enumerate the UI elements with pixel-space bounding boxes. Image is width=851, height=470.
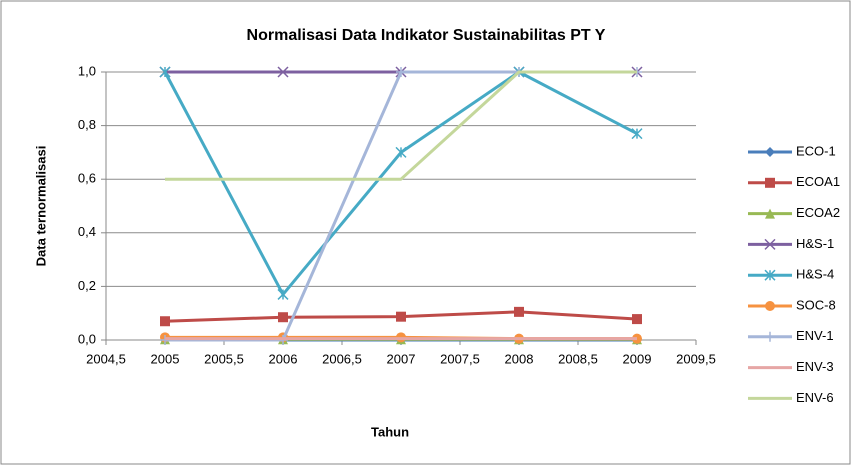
y-tick-label: 1,0 bbox=[78, 63, 96, 78]
data-point bbox=[159, 66, 171, 78]
legend-label: SOC-8 bbox=[796, 297, 836, 312]
legend-label: H&S-1 bbox=[796, 236, 834, 251]
data-point bbox=[395, 146, 407, 158]
x-tick-label: 2009,5 bbox=[676, 351, 716, 366]
legend-label: ENV-3 bbox=[796, 359, 834, 374]
x-tick-label: 2008 bbox=[505, 351, 534, 366]
y-axis-label: Data ternormalisasi bbox=[33, 146, 48, 267]
data-point bbox=[396, 311, 406, 322]
data-point bbox=[631, 128, 643, 140]
legend-marker bbox=[764, 238, 776, 250]
x-axis-label: Tahun bbox=[371, 424, 409, 439]
x-tick-label: 2008,5 bbox=[558, 351, 598, 366]
data-point bbox=[278, 312, 288, 323]
legend-marker bbox=[764, 269, 776, 281]
data-point bbox=[277, 66, 289, 78]
y-tick-label: 0,6 bbox=[78, 171, 96, 186]
y-tick-label: 0,0 bbox=[78, 331, 96, 346]
legend-marker bbox=[765, 208, 775, 219]
x-tick-label: 2005 bbox=[151, 351, 180, 366]
x-tick-label: 2005,5 bbox=[204, 351, 244, 366]
legend-marker bbox=[765, 147, 775, 157]
x-tick-label: 2009 bbox=[623, 351, 652, 366]
x-tick-label: 2007,5 bbox=[440, 351, 480, 366]
data-point bbox=[277, 288, 289, 300]
legend-marker bbox=[765, 177, 775, 188]
data-point bbox=[396, 67, 406, 77]
legend-label: ECOA2 bbox=[796, 205, 840, 220]
legend-marker bbox=[765, 331, 775, 342]
legend-label: ENV-6 bbox=[796, 390, 834, 405]
legend-label: ECOA1 bbox=[796, 174, 840, 189]
data-point bbox=[514, 306, 524, 317]
y-tick-label: 0,4 bbox=[78, 224, 96, 239]
x-tick-label: 2006 bbox=[269, 351, 298, 366]
x-tick-label: 2006,5 bbox=[322, 351, 362, 366]
x-tick-label: 2004,5 bbox=[86, 351, 126, 366]
chart-title: Normalisasi Data Indikator Sustainabilit… bbox=[247, 27, 606, 44]
legend-label: ENV-1 bbox=[796, 328, 834, 343]
x-tick-label: 2007 bbox=[387, 351, 416, 366]
y-tick-label: 0,2 bbox=[78, 278, 96, 293]
legend-marker bbox=[765, 301, 775, 311]
data-point bbox=[632, 314, 642, 325]
data-point bbox=[160, 316, 170, 327]
series-line bbox=[165, 70, 637, 181]
legend-label: H&S-4 bbox=[796, 267, 834, 282]
y-tick-label: 0,8 bbox=[78, 117, 96, 132]
legend-label: ECO-1 bbox=[796, 143, 836, 158]
